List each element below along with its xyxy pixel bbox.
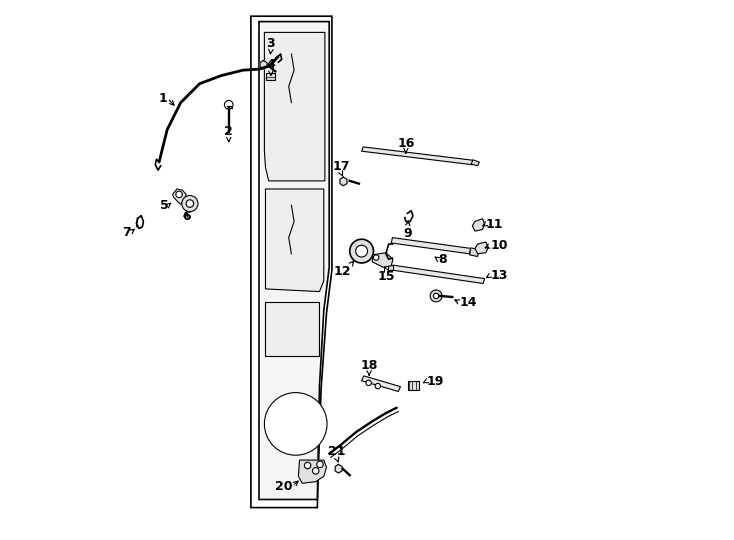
Circle shape [317, 461, 323, 468]
Bar [266, 73, 275, 80]
Text: 15: 15 [377, 270, 395, 283]
Text: 5: 5 [159, 199, 168, 212]
Polygon shape [475, 242, 489, 254]
Text: 7: 7 [122, 226, 131, 239]
Circle shape [375, 383, 380, 389]
Text: 17: 17 [333, 160, 350, 173]
Circle shape [176, 191, 182, 198]
Bar [407, 381, 419, 390]
Text: 8: 8 [438, 253, 447, 266]
Polygon shape [470, 248, 479, 256]
Polygon shape [172, 189, 186, 204]
Text: 21: 21 [328, 445, 346, 458]
Text: 3: 3 [266, 37, 275, 50]
Polygon shape [388, 265, 393, 270]
Text: 2: 2 [225, 125, 233, 138]
Circle shape [433, 293, 439, 299]
Polygon shape [471, 160, 479, 166]
Polygon shape [362, 376, 401, 392]
Polygon shape [372, 253, 393, 267]
Circle shape [305, 462, 310, 469]
Polygon shape [340, 177, 347, 186]
Circle shape [186, 200, 194, 207]
Text: 13: 13 [490, 269, 507, 282]
Circle shape [225, 100, 233, 109]
Circle shape [313, 468, 319, 474]
Polygon shape [266, 302, 319, 356]
Circle shape [374, 255, 379, 260]
Polygon shape [299, 460, 327, 483]
Text: 20: 20 [275, 480, 292, 492]
Circle shape [366, 380, 371, 386]
Text: 1: 1 [159, 92, 167, 105]
Text: 6: 6 [182, 210, 190, 222]
Text: 18: 18 [360, 359, 378, 372]
Polygon shape [335, 464, 342, 473]
Circle shape [430, 290, 442, 302]
Polygon shape [264, 32, 325, 181]
Circle shape [356, 245, 368, 257]
Polygon shape [362, 147, 474, 165]
Polygon shape [259, 22, 330, 500]
Text: 9: 9 [403, 227, 412, 240]
Text: 14: 14 [460, 296, 477, 309]
Text: 10: 10 [490, 239, 508, 252]
Text: 19: 19 [426, 375, 444, 388]
Polygon shape [391, 238, 470, 254]
Circle shape [182, 195, 198, 212]
Polygon shape [391, 265, 484, 284]
Polygon shape [251, 16, 332, 508]
Circle shape [349, 239, 374, 263]
Polygon shape [260, 60, 267, 69]
Text: 11: 11 [486, 218, 504, 231]
Text: 16: 16 [397, 137, 415, 150]
Text: 12: 12 [333, 265, 351, 278]
Polygon shape [472, 219, 484, 231]
Circle shape [264, 393, 327, 455]
Polygon shape [266, 189, 324, 292]
Text: 4: 4 [266, 58, 275, 71]
